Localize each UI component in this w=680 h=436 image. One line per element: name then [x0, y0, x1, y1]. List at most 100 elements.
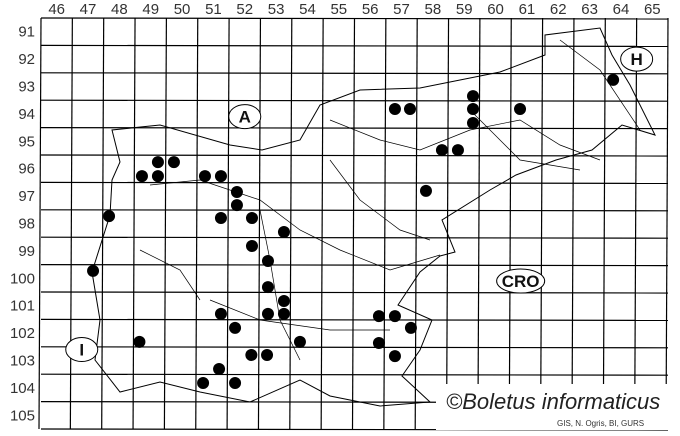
row-labels: 91 92 93 94 95 96 97 98 99 100 101 102 103 104 105 — [10, 24, 35, 425]
record-dot — [467, 90, 480, 103]
record-dot — [372, 336, 385, 349]
grid-line-horizontal — [40, 99, 669, 102]
grid-line-vertical — [571, 17, 575, 430]
record-dot — [103, 210, 116, 223]
column-label: 49 — [142, 1, 159, 18]
grid-line-vertical — [414, 17, 418, 430]
region-oval — [228, 104, 262, 130]
row-label: 98 — [18, 216, 35, 233]
record-dot — [388, 102, 401, 115]
column-label: 51 — [205, 1, 222, 18]
region-oval — [620, 46, 654, 72]
row-label: 93 — [18, 79, 35, 96]
row-label: 104 — [10, 380, 35, 397]
record-dot — [230, 199, 243, 212]
grid-line-vertical — [101, 17, 105, 430]
grid-line-horizontal — [40, 209, 669, 212]
record-dot — [197, 376, 210, 389]
column-labels: 46 47 48 49 50 51 52 53 54 55 56 57 58 59 60 61 62 63 64 65 — [48, 1, 660, 18]
grid-line-horizontal — [40, 44, 669, 48]
record-dot — [167, 156, 180, 169]
column-label: 50 — [174, 1, 191, 18]
record-dot — [403, 102, 416, 115]
row-label: 91 — [18, 24, 35, 41]
record-dot — [388, 350, 401, 363]
record-dot — [214, 307, 227, 320]
grid-line-horizontal — [40, 318, 669, 321]
copyright-backdrop — [436, 384, 672, 430]
grid-line-vertical — [383, 17, 387, 430]
country-border — [91, 27, 656, 407]
row-label: 103 — [10, 353, 35, 370]
column-label: 60 — [487, 1, 504, 18]
row-label: 97 — [18, 188, 35, 205]
grid-line-vertical — [602, 17, 606, 430]
grid-line-vertical — [508, 17, 512, 430]
record-dots — [87, 73, 620, 389]
grid-line-vertical — [163, 17, 167, 430]
grid-line-vertical — [38, 17, 42, 430]
record-dot — [372, 310, 385, 323]
grid-line-vertical — [445, 17, 450, 430]
grid-line-vertical — [69, 17, 73, 430]
row-label: 101 — [10, 298, 35, 315]
row-label: 96 — [18, 161, 35, 178]
column-label: 47 — [80, 1, 97, 18]
grid-line-horizontal — [40, 291, 669, 294]
column-label: 53 — [268, 1, 285, 18]
grid-line-horizontal — [40, 346, 669, 349]
grid — [38, 17, 669, 431]
grid-line-vertical — [195, 17, 199, 430]
column-label: 57 — [393, 1, 410, 18]
record-dot — [245, 239, 258, 252]
record-dot — [419, 184, 432, 197]
grid-line-horizontal — [40, 264, 669, 267]
record-dot — [198, 170, 211, 183]
column-label: 48 — [111, 1, 128, 18]
region-label: CRO — [502, 272, 540, 291]
column-label: 46 — [48, 1, 65, 18]
row-label: 100 — [10, 270, 35, 287]
record-dot — [388, 310, 401, 323]
record-dot — [133, 335, 146, 348]
record-dot — [229, 376, 242, 389]
grid-line-horizontal — [40, 181, 669, 184]
column-label: 55 — [330, 1, 347, 18]
record-dot — [213, 362, 226, 375]
grid-line-vertical — [477, 17, 481, 430]
row-label: 92 — [18, 51, 35, 68]
record-dot — [261, 349, 274, 362]
grid-line-vertical — [320, 17, 324, 430]
grid-line-horizontal — [40, 72, 669, 75]
column-label: 56 — [362, 1, 379, 18]
grid-line-vertical — [257, 17, 262, 430]
grid-line-vertical — [226, 17, 230, 430]
record-dot — [245, 212, 258, 225]
record-dot — [214, 170, 227, 183]
record-dot — [435, 144, 448, 157]
grid-line-horizontal — [40, 373, 669, 376]
record-dot — [87, 264, 100, 277]
column-label: 61 — [519, 1, 536, 18]
column-label: 64 — [613, 1, 630, 18]
record-dot — [261, 307, 274, 320]
column-label: 59 — [456, 1, 473, 18]
column-label: 52 — [236, 1, 253, 18]
column-label: 65 — [644, 1, 661, 18]
row-label: 95 — [18, 133, 35, 150]
record-dot — [607, 73, 620, 86]
row-label: 102 — [10, 325, 35, 342]
record-dot — [229, 321, 242, 334]
row-label: 99 — [18, 243, 35, 260]
record-dot — [230, 185, 243, 198]
record-dot — [467, 116, 480, 129]
copyright-text: ©Boletus informaticus — [446, 389, 660, 414]
column-label: 62 — [550, 1, 567, 18]
column-label: 58 — [425, 1, 442, 18]
record-dot — [277, 225, 290, 238]
grid-line-vertical — [351, 17, 356, 430]
record-dot — [135, 170, 148, 183]
rivers — [139, 39, 641, 361]
grid-line-horizontal — [40, 17, 669, 20]
record-dot — [245, 349, 258, 362]
